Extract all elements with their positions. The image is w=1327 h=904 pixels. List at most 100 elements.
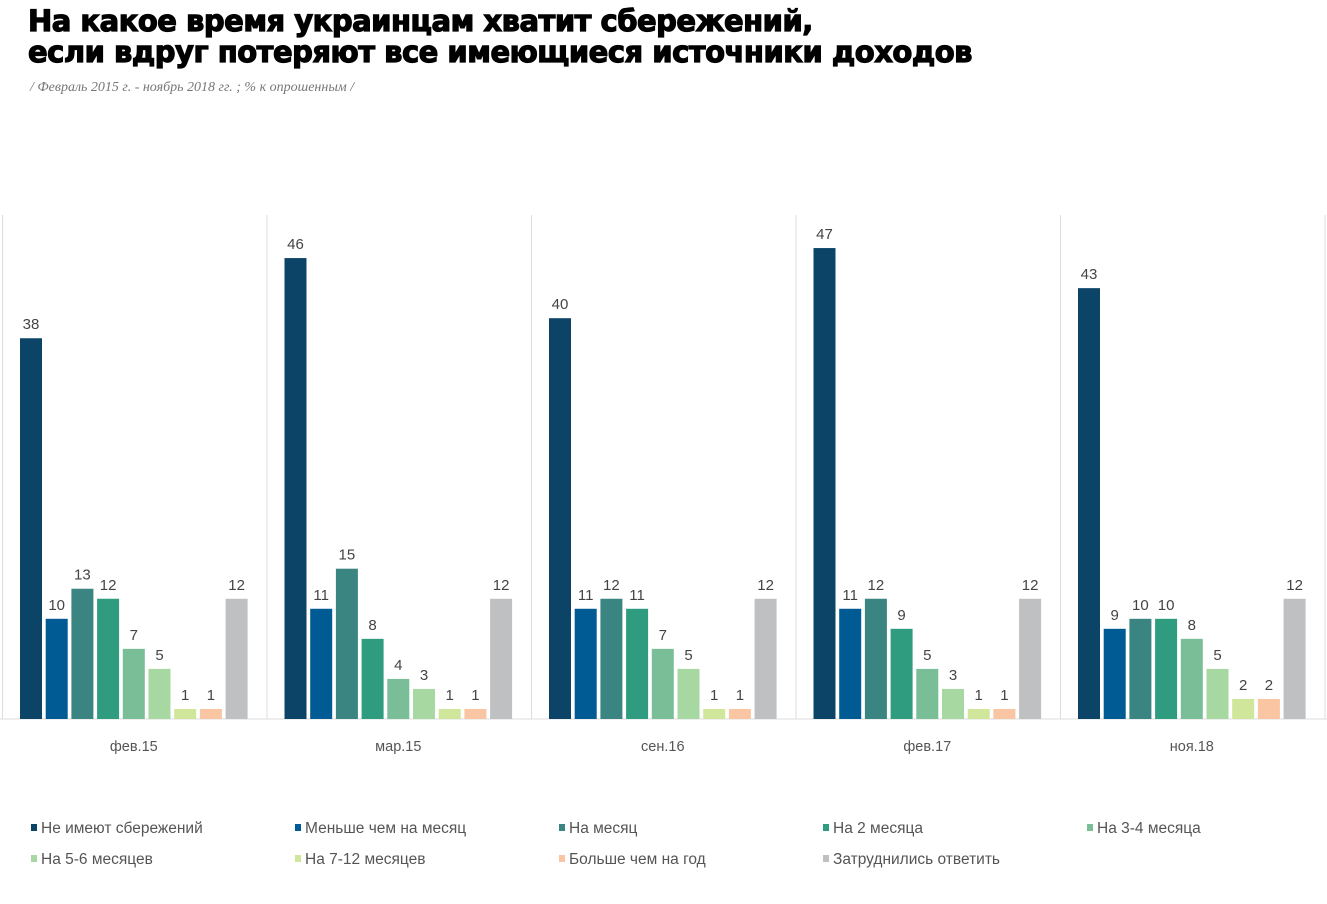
legend-swatch (295, 824, 301, 832)
bar (1180, 638, 1203, 719)
legend-label: На 3-4 месяца (1097, 820, 1201, 837)
bar (890, 628, 913, 719)
data-label: 1 (207, 687, 215, 704)
title-line-1: На какое время украинцам хватит сбережен… (27, 4, 814, 38)
data-label: 46 (287, 236, 304, 253)
data-label: 1 (471, 687, 479, 704)
data-label: 12 (1286, 577, 1303, 594)
data-label: 5 (923, 647, 931, 664)
data-label: 11 (842, 587, 858, 604)
data-label: 3 (949, 667, 957, 684)
data-label: 1 (446, 687, 454, 704)
legend-label: Не имеют сбережений (41, 820, 203, 837)
category-label: ноя.18 (1170, 739, 1214, 755)
data-label: 47 (816, 226, 833, 243)
legend-swatch (295, 855, 301, 863)
data-label: 10 (1132, 597, 1149, 614)
legend-item: На 3-4 месяца (1087, 820, 1201, 838)
legend-label: Больше чем на год (569, 851, 706, 868)
bar (1206, 668, 1229, 719)
data-label: 12 (868, 577, 885, 594)
legend-item: Меньше чем на месяц (295, 820, 466, 838)
data-label: 13 (74, 567, 91, 584)
data-label: 4 (394, 657, 402, 674)
data-label: 7 (130, 627, 138, 644)
bar (335, 568, 358, 719)
bar (1155, 618, 1178, 719)
bar (813, 248, 836, 719)
bar (1078, 288, 1100, 719)
bar (864, 598, 887, 719)
bar (199, 708, 222, 719)
bar (839, 608, 862, 719)
legend-swatch (559, 855, 565, 863)
bar (97, 598, 120, 719)
data-label: 2 (1265, 677, 1273, 694)
legend-swatch (1087, 824, 1093, 832)
bar (600, 598, 623, 719)
data-label: 1 (1000, 687, 1008, 704)
bar (703, 708, 726, 719)
bar (967, 708, 990, 719)
data-label: 5 (684, 647, 692, 664)
bar (387, 678, 410, 719)
bar (728, 708, 751, 719)
legend-swatch (31, 855, 37, 863)
bar (1103, 628, 1126, 719)
legend-label: На месяц (569, 820, 638, 837)
legend-swatch (559, 824, 565, 832)
bar (284, 258, 307, 719)
data-label: 5 (1213, 647, 1221, 664)
bar (754, 598, 777, 719)
bar (310, 608, 333, 719)
data-label: 11 (629, 587, 645, 604)
data-label: 12 (1022, 577, 1039, 594)
bar (225, 598, 248, 719)
data-label: 10 (1158, 597, 1175, 614)
data-label: 43 (1081, 266, 1098, 283)
category-label: сен.16 (641, 739, 684, 755)
legend-item: На месяц (559, 820, 637, 838)
category-label: фев.17 (903, 739, 951, 755)
bar (1257, 698, 1280, 719)
bar (1019, 598, 1042, 719)
data-label: 15 (339, 547, 356, 564)
bar (438, 708, 461, 719)
bar (651, 648, 674, 719)
data-label: 12 (493, 577, 510, 594)
legend-swatch (823, 824, 829, 832)
data-label: 7 (659, 627, 667, 644)
chart-title: На какое время украинцам хватит сбережен… (27, 4, 973, 69)
data-label: 10 (48, 597, 65, 614)
legend-item: На 2 месяца (823, 820, 923, 838)
legend-label: Меньше чем на месяц (305, 820, 467, 837)
legend-label: На 5-6 месяцев (41, 851, 153, 868)
legend-item: На 7-12 месяцев (295, 851, 425, 869)
legend-label: На 7-12 месяцев (305, 851, 426, 868)
bar (916, 668, 939, 719)
data-label: 8 (1188, 617, 1196, 634)
legend-item: На 5-6 месяцев (31, 851, 153, 869)
bar (122, 648, 145, 719)
data-label: 11 (313, 587, 329, 604)
bar (1129, 618, 1152, 719)
bar (942, 688, 964, 719)
legend-item: Не имеют сбережений (31, 820, 203, 838)
bar (71, 588, 94, 719)
bar (148, 668, 171, 719)
data-label: 1 (710, 687, 718, 704)
bar (413, 688, 435, 719)
data-label: 40 (552, 296, 569, 313)
category-label: мар.15 (375, 739, 421, 755)
bar (993, 708, 1016, 719)
bar (464, 708, 487, 719)
data-label: 9 (897, 607, 905, 624)
data-label: 2 (1239, 677, 1247, 694)
bar (626, 608, 649, 719)
title-line-2: если вдруг потеряют все имеющиеся источн… (27, 35, 973, 69)
bar (20, 338, 42, 719)
bar (1232, 698, 1255, 719)
legend-label: На 2 месяца (833, 820, 923, 837)
bar (361, 638, 384, 719)
chart-subtitle: / Февраль 2015 г. - ноябрь 2018 гг. ; % … (30, 80, 355, 95)
